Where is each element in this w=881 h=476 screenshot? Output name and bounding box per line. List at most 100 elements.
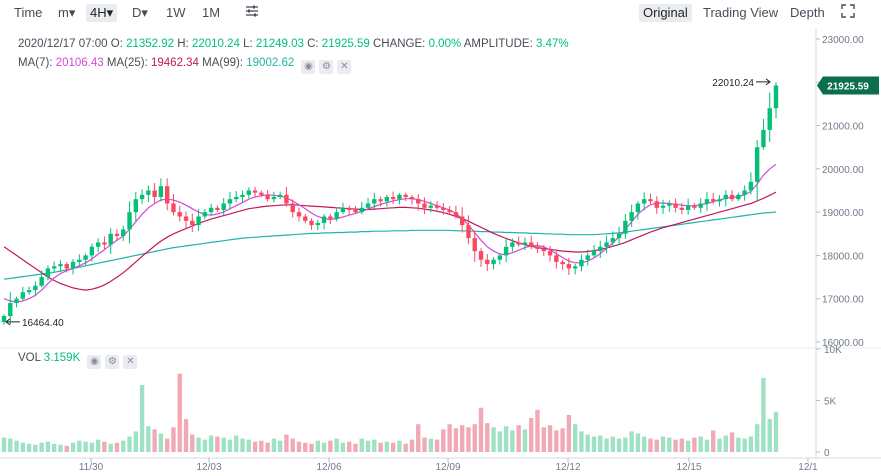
candle-body xyxy=(685,205,691,210)
volume-bar xyxy=(485,423,490,452)
volume-bar xyxy=(579,431,584,452)
candle-body xyxy=(45,268,51,278)
candle-body xyxy=(240,194,245,197)
ma-close-icon[interactable]: ✕ xyxy=(337,60,352,74)
volume-bar xyxy=(58,444,63,452)
volume-bar xyxy=(503,426,509,452)
time-tick-label: 12/15 xyxy=(676,462,701,473)
candle-body xyxy=(89,246,95,256)
volume-bar xyxy=(623,437,628,452)
tradingview-button[interactable]: Trading View xyxy=(703,5,779,20)
candle-body xyxy=(554,255,559,262)
candle-body xyxy=(183,216,189,221)
volume-bar xyxy=(704,439,710,452)
volume-bar xyxy=(64,445,69,452)
1w-button[interactable]: 1W xyxy=(166,5,186,20)
time-tick-label: 12/09 xyxy=(435,462,460,473)
candle-body xyxy=(585,255,590,260)
candle-body xyxy=(591,251,597,256)
volume-bar xyxy=(754,424,760,452)
vol-close-icon[interactable]: ✕ xyxy=(123,355,138,369)
volume-bar xyxy=(397,440,402,452)
volume-bar xyxy=(692,437,697,452)
candle-body xyxy=(33,285,38,291)
1m-button[interactable]: 1M xyxy=(202,5,221,20)
volume-bar xyxy=(95,439,101,452)
candle-body xyxy=(227,199,233,204)
candle-body xyxy=(654,201,659,208)
candle-body xyxy=(560,261,565,265)
candle-body xyxy=(315,222,321,226)
candle-body xyxy=(127,212,132,230)
candle-body xyxy=(208,207,214,213)
volume-tick-label: 10K xyxy=(824,345,842,356)
volume-bar xyxy=(428,438,433,452)
volume-bar xyxy=(378,442,383,452)
open-value: 21352.92 xyxy=(126,38,175,50)
4h-dropdown[interactable]: 4H▾ xyxy=(86,4,118,22)
candle-body xyxy=(717,199,722,202)
ma-visibility-eye-icon[interactable]: ◉ xyxy=(301,60,316,74)
volume-bar xyxy=(679,438,685,452)
volume-bar xyxy=(240,438,245,452)
volume-bar xyxy=(347,441,352,452)
volume-bar xyxy=(114,442,120,452)
candle-body xyxy=(660,205,666,208)
ma99-label: MA(99): xyxy=(202,57,244,69)
volume-bar xyxy=(372,439,377,452)
volume-bar xyxy=(177,373,182,452)
volume-bar xyxy=(309,443,314,452)
candle-body xyxy=(767,108,772,130)
vol-visibility-eye-icon[interactable]: ◉ xyxy=(87,355,102,369)
candle-body xyxy=(26,290,32,293)
volume-bar xyxy=(215,436,220,452)
candle-body xyxy=(754,147,760,182)
volume-bar xyxy=(133,431,139,452)
candle-body xyxy=(114,233,120,236)
candle-body xyxy=(64,264,69,269)
original-view-button[interactable]: Original xyxy=(639,4,692,22)
volume-bar xyxy=(598,435,603,452)
candle-body xyxy=(365,203,371,208)
vol-settings-gear-icon[interactable]: ⚙ xyxy=(105,355,120,369)
time-button[interactable]: Time xyxy=(14,5,43,20)
volume-bar xyxy=(164,438,170,452)
volume-bar xyxy=(359,438,364,452)
candle-body xyxy=(453,212,459,217)
volume-bar xyxy=(648,438,653,452)
volume-bar xyxy=(616,438,622,452)
ma-settings-gear-icon[interactable]: ⚙ xyxy=(319,60,334,74)
settings-sliders-icon[interactable] xyxy=(240,3,264,21)
volume-bar xyxy=(108,443,113,452)
volume-bar xyxy=(466,427,471,452)
volume-bar xyxy=(572,424,578,452)
depth-button[interactable]: Depth xyxy=(790,5,825,20)
candle-body xyxy=(246,190,251,195)
volume-bar xyxy=(748,436,754,452)
low-marker-arrow xyxy=(5,318,20,326)
volume-bar xyxy=(202,439,208,452)
candle-body xyxy=(535,246,540,249)
volume-bar xyxy=(102,441,107,452)
minute-dropdown[interactable]: m▾ xyxy=(58,5,76,20)
volume-bar xyxy=(390,442,396,452)
candle-body xyxy=(215,207,220,210)
candle-body xyxy=(704,199,710,204)
volume-bar xyxy=(183,419,189,452)
volume-bar xyxy=(45,441,51,452)
candle-body xyxy=(14,298,19,304)
fullscreen-icon[interactable] xyxy=(836,3,860,21)
volume-bar xyxy=(529,418,534,452)
volume-bar xyxy=(453,428,459,452)
volume-bar xyxy=(604,438,609,452)
volume-bar xyxy=(20,442,26,452)
ohlc-info: 2020/12/17 07:00 O: 21352.92 H: 22010.24… xyxy=(18,38,569,50)
day-dropdown[interactable]: D▾ xyxy=(132,5,148,20)
candle-body xyxy=(158,186,164,197)
candle-body xyxy=(673,203,678,208)
candle-body xyxy=(271,196,277,200)
candle-body xyxy=(466,225,471,239)
candle-body xyxy=(8,303,13,317)
candle-body xyxy=(742,190,747,195)
candle-body xyxy=(529,242,534,247)
